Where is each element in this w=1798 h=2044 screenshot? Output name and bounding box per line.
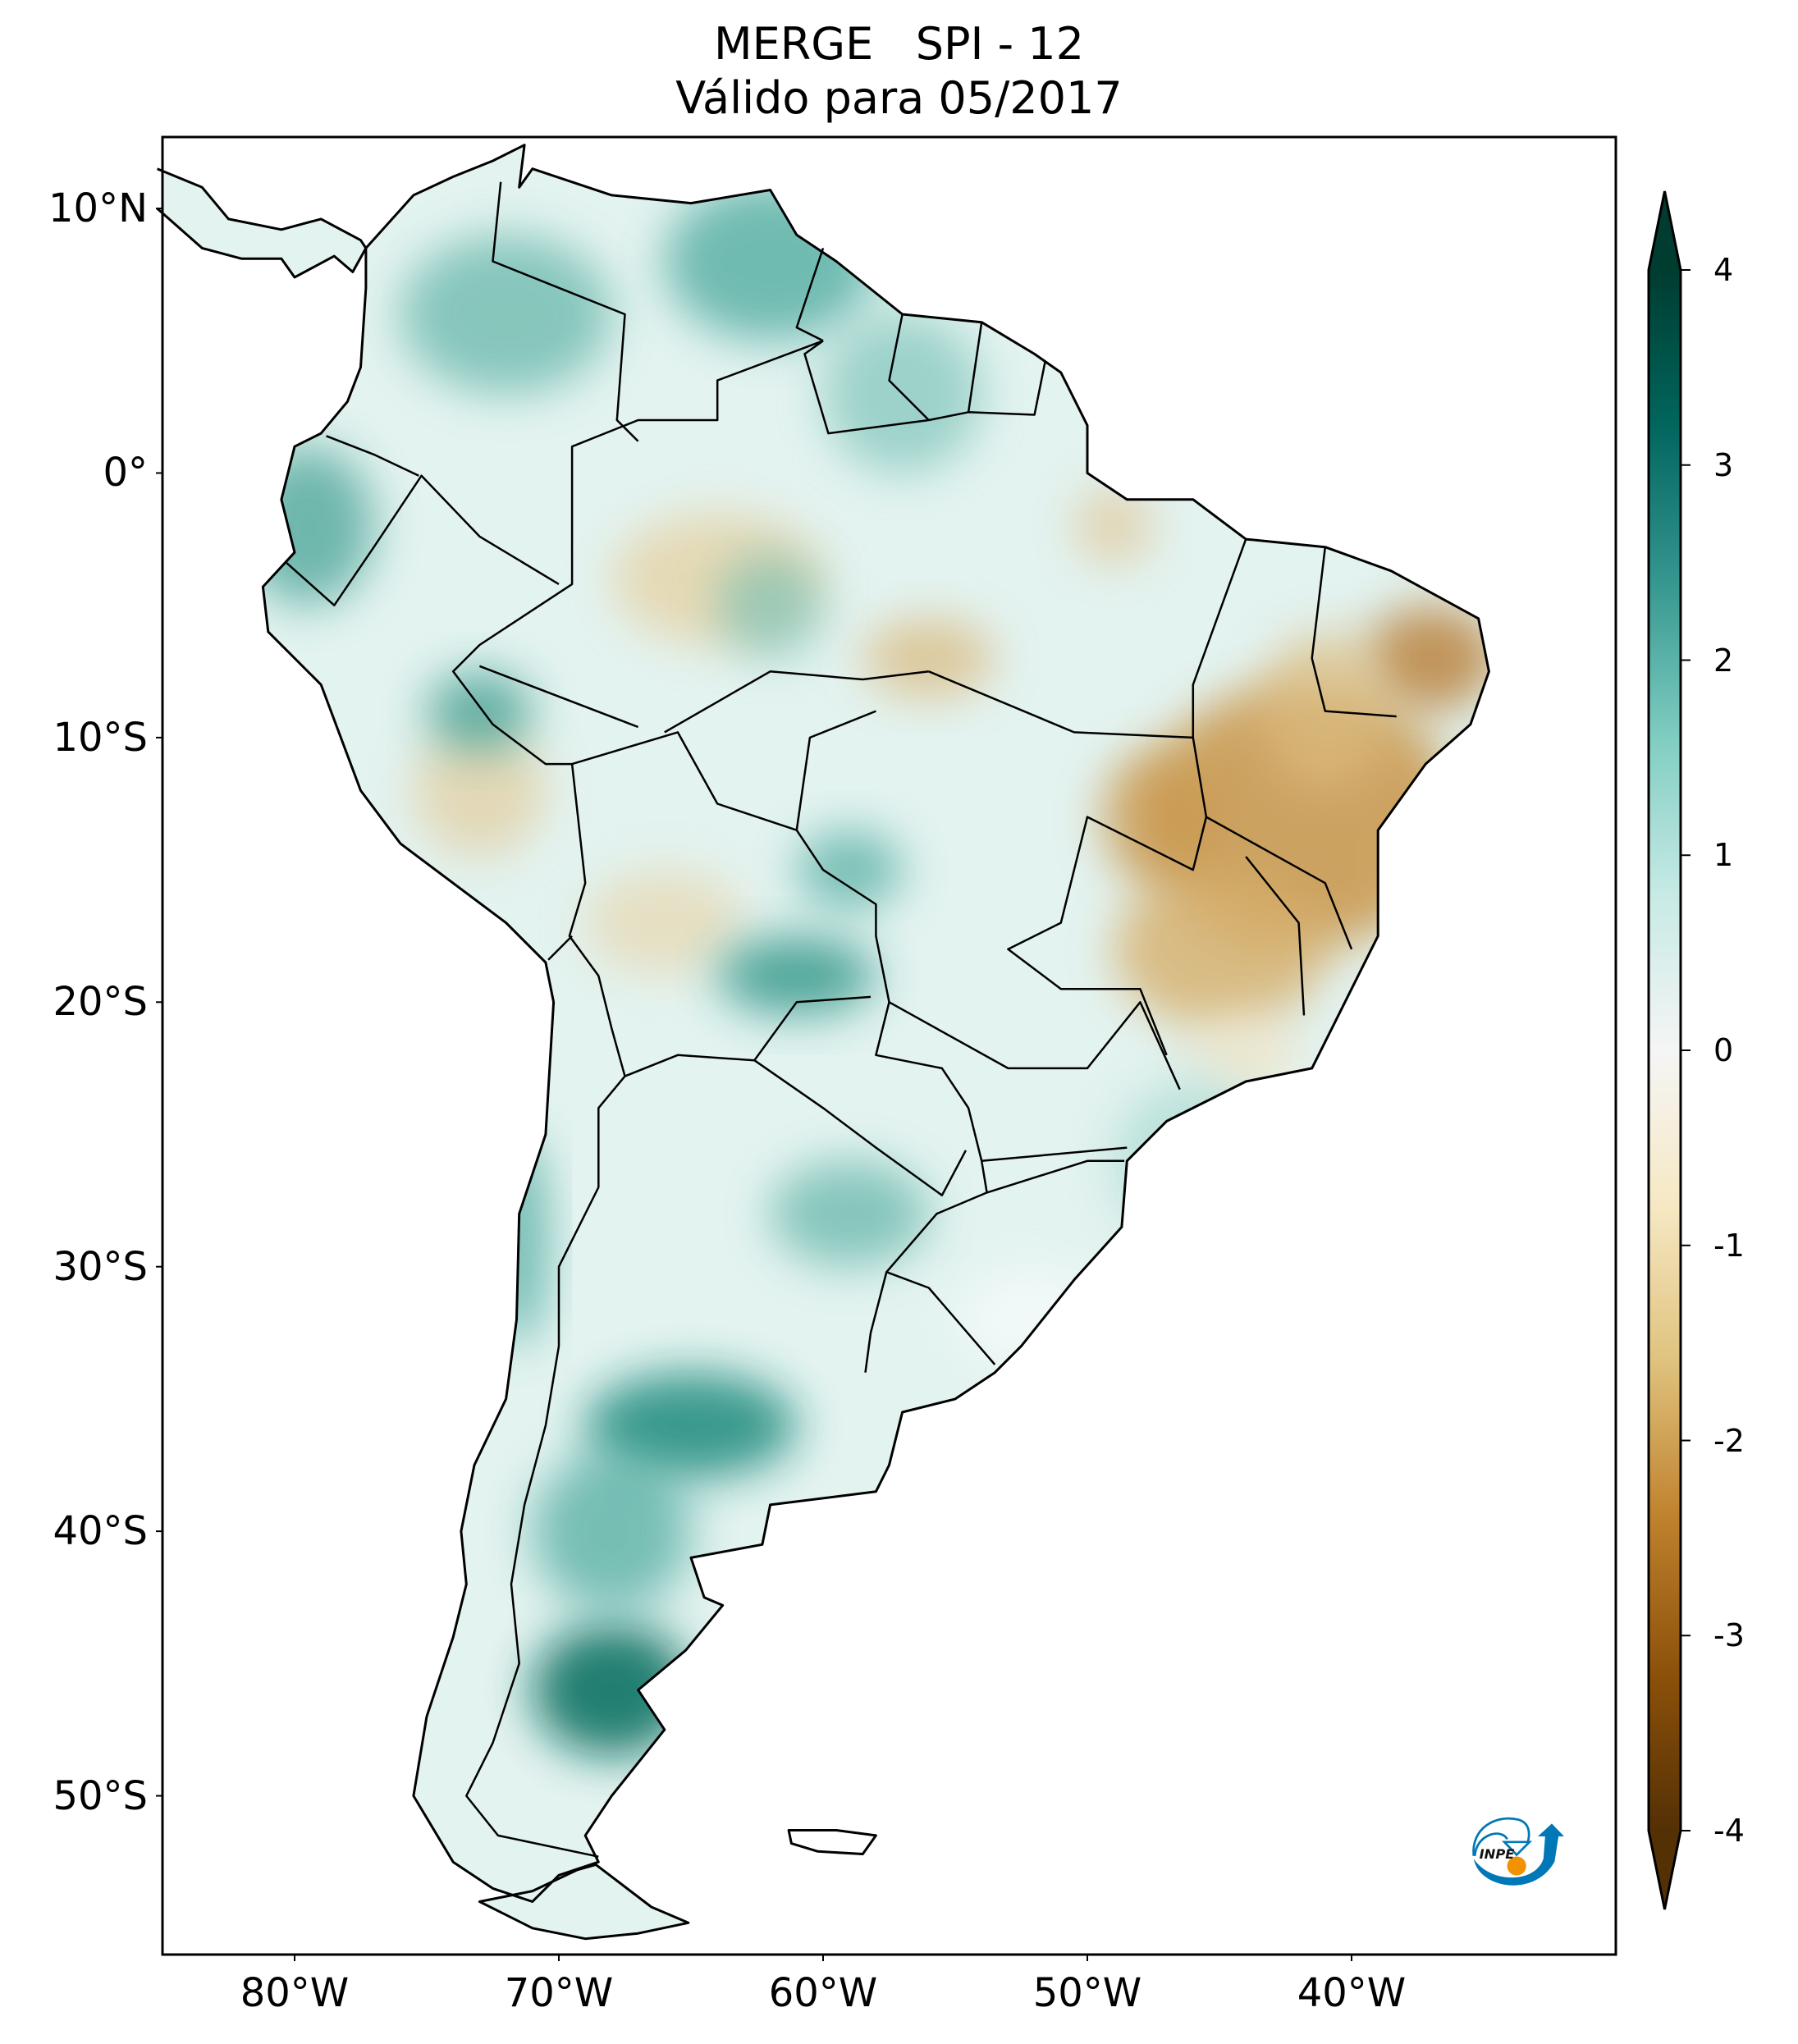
lat-tick-label: 50°S [53,1772,148,1819]
country-state-border [1007,538,1247,1056]
country-state-border [1245,856,1306,1016]
country-state-border [326,435,419,477]
colorbar-extend-max [1649,191,1681,270]
spi-anomaly-area [717,935,876,1016]
country-state-border [795,248,825,342]
lat-tick-label: 0° [103,450,148,496]
coastline-falklands [787,1829,877,1855]
colorbar-tick-label: 4 [1713,252,1734,288]
country-state-border [986,1159,1125,1194]
country-state-border [478,665,639,729]
spi-anomaly-area [770,1160,929,1267]
colorbar-tick-label: -1 [1713,1227,1745,1264]
colorbar-tick-label: -2 [1713,1422,1745,1459]
lon-tick-label: 60°W [768,1970,878,2016]
colorbar-tick-label: -4 [1713,1813,1745,1849]
spi-field [162,144,1489,1939]
country-state-border [664,670,929,734]
country-state-border [888,313,930,421]
spi-anomaly-area [1192,1015,1299,1095]
country-state-border [568,763,872,1077]
colorbar-tick-label: 3 [1713,446,1734,483]
spi-anomaly-area [585,1372,797,1479]
country-state-border [286,474,560,606]
lat-tick-label: 30°S [53,1243,148,1290]
country-state-border [1206,816,1353,950]
lat-tick-label: 10°S [53,714,148,761]
map-frame [161,135,1617,1956]
lon-tick-label: 40°W [1297,1970,1407,2016]
lon-tick-label: 70°W [504,1970,614,2016]
spi-anomaly-area [400,235,612,394]
inpe-logo: INPE [1472,1817,1564,1886]
country-state-border [864,1271,888,1373]
lon-tick-label: 50°W [1032,1970,1142,2016]
colorbar-tick-label: -3 [1713,1617,1745,1654]
lat-tick-label: 10°N [48,185,148,232]
coastline-tierra-del-fuego [478,1863,690,1941]
spi-anomaly-area [1114,870,1325,1029]
spi-anomaly-area [664,181,876,341]
country-state-border [753,1059,968,1196]
spi-anomaly-area [1073,486,1154,566]
spi-anomaly-area [1100,751,1206,884]
country-state-border [888,1001,1181,1091]
country-state-border [1311,546,1397,718]
spi-anomaly-area [427,671,533,752]
spi-anomaly-area [717,552,823,659]
lon-tick-label: 80°W [240,1970,350,2016]
colorbar [1647,190,1690,1910]
colorbar-tick-label: 1 [1713,837,1734,874]
coastline-central-america [156,167,368,279]
map-title: MERGE SPI - 12 [714,18,1084,70]
coastlines-borders [156,144,1490,1941]
lat-tick-label: 40°S [53,1508,148,1555]
country-state-border [795,710,876,830]
country-state-border [981,1146,1128,1163]
spi-anomaly-area [796,830,903,910]
country-state-border [967,322,983,413]
coastline-south-america [261,144,1490,1903]
svg-text:INPE: INPE [1480,1846,1515,1862]
spi-anomaly-area [862,618,995,698]
spi-anomaly-area [1365,605,1489,711]
country-state-border [547,935,573,961]
colorbar-tick-label: 2 [1713,642,1734,679]
spi-anomaly-area [532,1623,692,1757]
spi-anomaly-area [585,870,744,976]
colorbar-extend-min [1649,1831,1681,1909]
map-subtitle: Válido para 05/2017 [675,72,1123,124]
spi-anomaly-area [955,1266,1114,1373]
lat-tick-label: 20°S [53,979,148,1026]
spi-anomaly-area [532,1452,692,1611]
colorbar-tick-label: 0 [1713,1032,1734,1068]
country-state-border [465,1075,626,1858]
spi-anomaly-area [413,724,546,857]
colorbar-gradient [1649,270,1681,1831]
country-state-border [928,670,1193,739]
country-state-border [492,181,639,442]
spi-anomaly-area [1114,1081,1273,1241]
